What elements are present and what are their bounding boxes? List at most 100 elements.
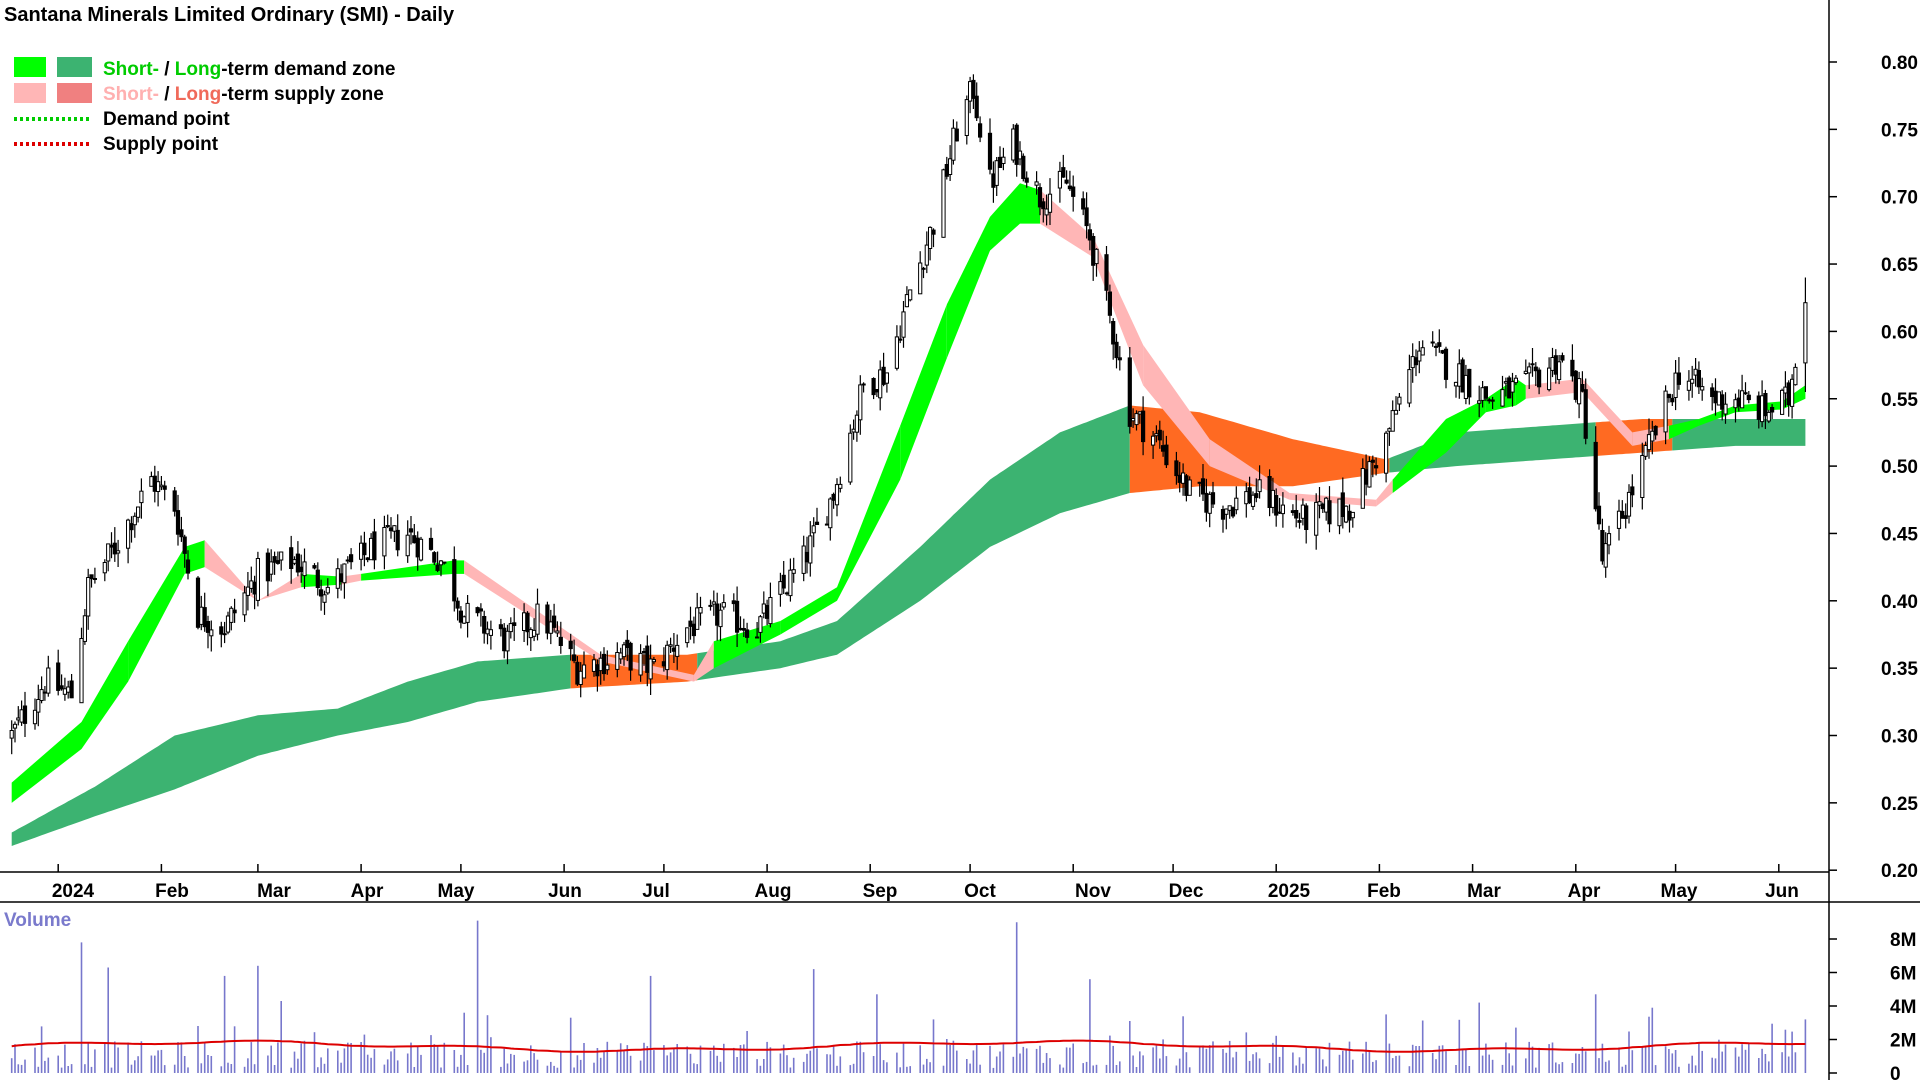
candle-body xyxy=(1736,397,1741,407)
candle xyxy=(1254,478,1259,503)
candle-body xyxy=(412,535,417,544)
candle-body xyxy=(1503,381,1509,384)
candle xyxy=(788,558,793,602)
candle-body xyxy=(781,574,786,589)
candle-body xyxy=(1210,492,1216,505)
candle-body xyxy=(1600,530,1605,562)
candle-body xyxy=(1756,395,1761,420)
candle-body xyxy=(1523,370,1528,374)
candle-body xyxy=(302,561,307,577)
time-tick-label: Apr xyxy=(1568,881,1601,902)
candle-body xyxy=(1487,399,1492,402)
candle-body xyxy=(711,601,716,605)
candle xyxy=(418,536,424,562)
candle-body xyxy=(964,99,969,136)
candle-body xyxy=(1220,509,1226,520)
candle xyxy=(1653,425,1658,440)
candle-body xyxy=(388,527,394,532)
candle xyxy=(222,621,227,644)
candle-body xyxy=(944,164,949,177)
candle xyxy=(685,627,690,648)
candle xyxy=(884,372,889,393)
candle-body xyxy=(1596,505,1602,525)
candle-body xyxy=(1227,505,1232,511)
candle xyxy=(1716,391,1722,406)
short-zone-segment-demand xyxy=(454,560,465,574)
candle xyxy=(1530,348,1535,377)
candle xyxy=(928,226,933,261)
candle-body xyxy=(159,484,164,488)
candle xyxy=(432,551,437,566)
short-zone-segment-supply xyxy=(1582,378,1633,446)
candle xyxy=(1547,357,1552,392)
candle-body xyxy=(1157,429,1162,441)
candle xyxy=(1766,409,1771,424)
candle xyxy=(648,644,653,695)
candle-body xyxy=(1317,501,1322,506)
time-tick-label: 2024 xyxy=(52,881,95,902)
candle-body xyxy=(12,723,18,729)
candle-body xyxy=(558,636,563,646)
candle xyxy=(1630,474,1635,508)
candle xyxy=(1643,441,1648,460)
candle-body xyxy=(1710,387,1715,397)
candle xyxy=(1606,525,1612,555)
candle-body xyxy=(648,658,653,680)
candle xyxy=(974,82,979,121)
candle-body xyxy=(791,569,796,574)
legend: Short- / Long-term demand zone Short- / … xyxy=(14,57,395,155)
candle xyxy=(1384,430,1389,483)
short-zone-segment-supply xyxy=(1525,378,1583,399)
candle-body xyxy=(858,384,863,421)
candle xyxy=(302,548,307,589)
candle xyxy=(1393,396,1399,415)
candle-body xyxy=(1267,476,1272,508)
candle-body xyxy=(46,667,51,694)
time-tick-label: Jun xyxy=(1765,881,1799,902)
candle-body xyxy=(279,551,284,561)
candle-body xyxy=(665,644,670,671)
legend-swatch-long-supply xyxy=(57,83,92,103)
candle-body xyxy=(505,630,510,652)
candle xyxy=(126,518,131,564)
candle xyxy=(1111,318,1116,360)
candle-body xyxy=(918,262,923,295)
candle-body xyxy=(1151,435,1156,446)
candle xyxy=(1017,141,1023,166)
candle-body xyxy=(668,644,673,647)
short-zone-segment-demand xyxy=(1515,378,1526,406)
candle xyxy=(711,590,716,616)
candle xyxy=(39,676,44,704)
candle-body xyxy=(16,717,21,721)
candle xyxy=(428,527,434,551)
candle-body xyxy=(1467,368,1472,398)
candle-body xyxy=(292,559,297,564)
candle xyxy=(1570,344,1575,382)
candle-body xyxy=(1716,391,1722,406)
candle xyxy=(1174,451,1179,485)
candle-body xyxy=(418,538,424,561)
candle xyxy=(555,621,560,637)
candle xyxy=(1187,476,1192,496)
candle-body xyxy=(179,529,184,538)
candle xyxy=(56,649,61,696)
candle-body xyxy=(838,483,843,489)
candle-body xyxy=(924,244,929,266)
candle-body xyxy=(102,562,107,574)
candle-body xyxy=(1187,479,1192,496)
candle xyxy=(508,617,513,639)
volume-bars xyxy=(10,920,1807,1073)
candle-body xyxy=(968,81,973,102)
short-zone-segment-supply xyxy=(1289,493,1377,507)
candle xyxy=(312,563,317,570)
candle-body xyxy=(928,226,933,249)
candle-body xyxy=(1530,363,1535,366)
candle xyxy=(46,655,51,697)
candle-body xyxy=(382,527,387,557)
candle xyxy=(1081,191,1086,216)
candle xyxy=(1340,477,1345,529)
candle-body xyxy=(824,523,830,526)
candle-body xyxy=(578,670,583,685)
candle-body xyxy=(1117,357,1122,361)
